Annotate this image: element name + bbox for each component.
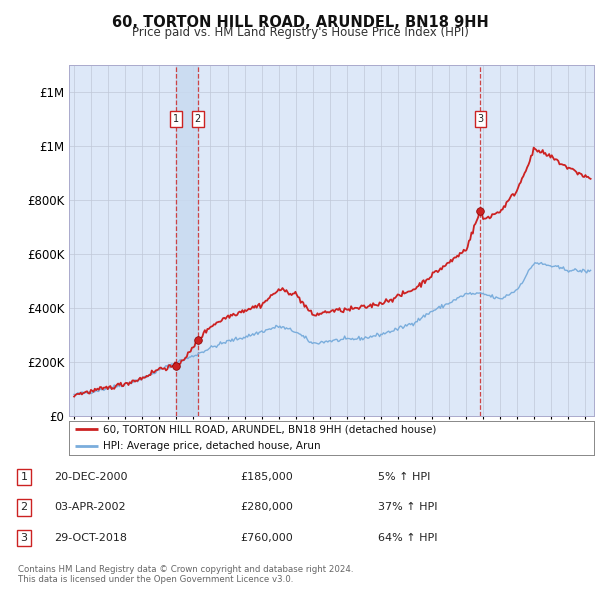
- Text: 64% ↑ HPI: 64% ↑ HPI: [378, 533, 437, 543]
- Text: 29-OCT-2018: 29-OCT-2018: [54, 533, 127, 543]
- Text: This data is licensed under the Open Government Licence v3.0.: This data is licensed under the Open Gov…: [18, 575, 293, 584]
- Text: 1: 1: [173, 114, 179, 124]
- Text: HPI: Average price, detached house, Arun: HPI: Average price, detached house, Arun: [103, 441, 321, 451]
- Text: 5% ↑ HPI: 5% ↑ HPI: [378, 472, 430, 481]
- Text: Contains HM Land Registry data © Crown copyright and database right 2024.: Contains HM Land Registry data © Crown c…: [18, 565, 353, 574]
- Text: 1: 1: [20, 472, 28, 481]
- Text: 3: 3: [477, 114, 484, 124]
- Text: 60, TORTON HILL ROAD, ARUNDEL, BN18 9HH (detached house): 60, TORTON HILL ROAD, ARUNDEL, BN18 9HH …: [103, 424, 437, 434]
- Text: 37% ↑ HPI: 37% ↑ HPI: [378, 503, 437, 512]
- Text: 3: 3: [20, 533, 28, 543]
- Text: £760,000: £760,000: [240, 533, 293, 543]
- Text: 20-DEC-2000: 20-DEC-2000: [54, 472, 128, 481]
- Bar: [176, 65, 197, 416]
- Text: 2: 2: [20, 503, 28, 512]
- Text: 2: 2: [194, 114, 201, 124]
- Text: 03-APR-2002: 03-APR-2002: [54, 503, 125, 512]
- Text: £185,000: £185,000: [240, 472, 293, 481]
- Text: Price paid vs. HM Land Registry's House Price Index (HPI): Price paid vs. HM Land Registry's House …: [131, 26, 469, 39]
- Text: 60, TORTON HILL ROAD, ARUNDEL, BN18 9HH: 60, TORTON HILL ROAD, ARUNDEL, BN18 9HH: [112, 15, 488, 30]
- Text: £280,000: £280,000: [240, 503, 293, 512]
